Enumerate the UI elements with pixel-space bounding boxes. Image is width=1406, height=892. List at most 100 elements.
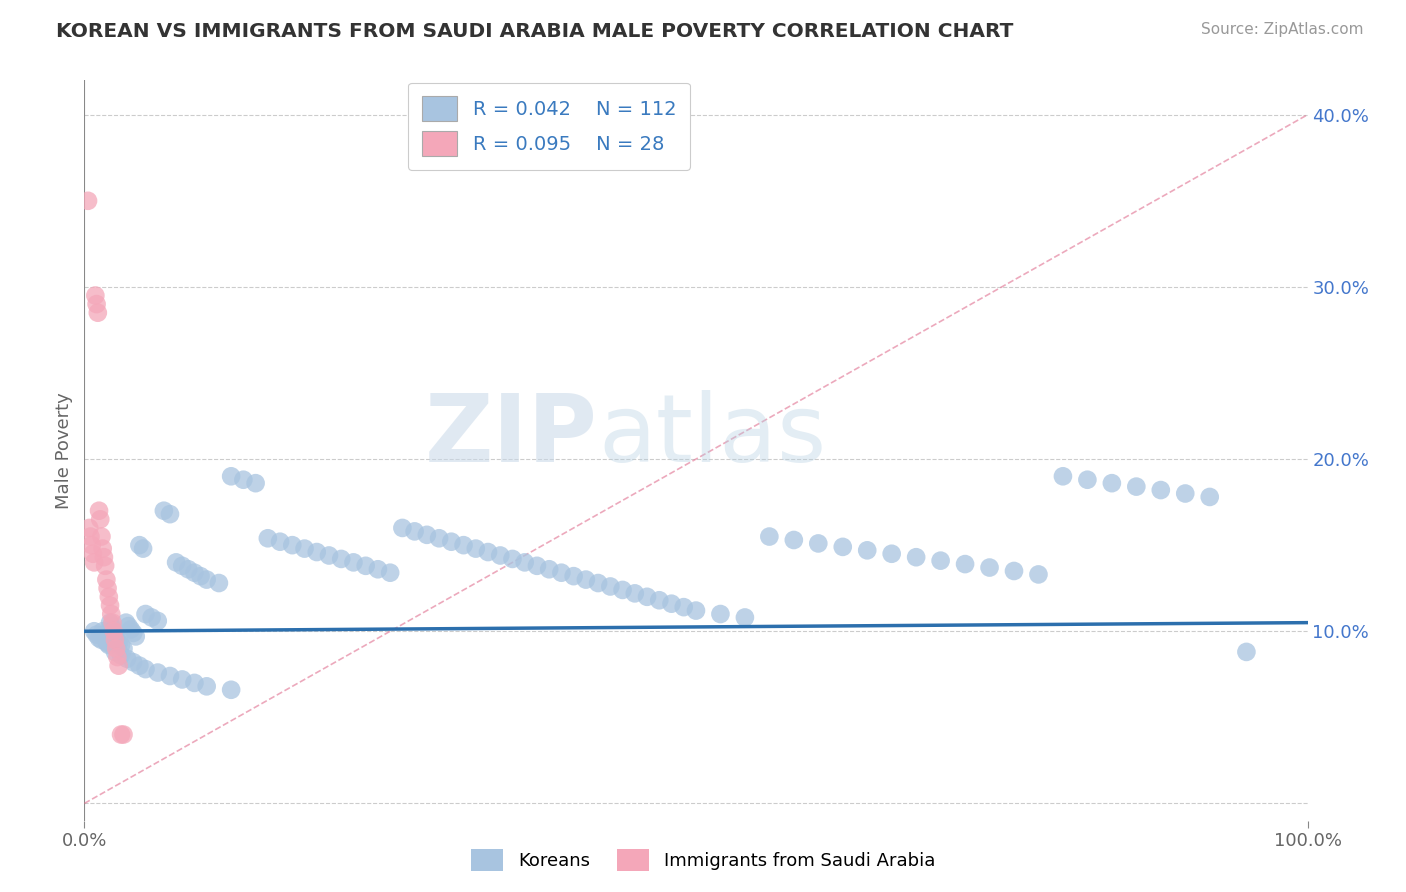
Point (538, 562, 561, 576)
Point (648, 593, 671, 607)
Point (122, 655, 145, 669)
Point (183, 566, 205, 580)
Point (477, 545, 499, 559)
Point (330, 552, 353, 566)
Point (82, 547, 104, 561)
Point (100, 619, 122, 633)
Text: KOREAN VS IMMIGRANTS FROM SAUDI ARABIA MALE POVERTY CORRELATION CHART: KOREAN VS IMMIGRANTS FROM SAUDI ARABIA M… (56, 22, 1014, 41)
Point (172, 673, 194, 687)
Point (89, 512, 111, 526)
Point (856, 543, 879, 558)
Point (86, 297, 108, 311)
Point (550, 566, 572, 580)
Point (107, 658, 129, 673)
Point (416, 528, 439, 542)
Point (112, 641, 135, 656)
Point (758, 530, 780, 544)
Point (269, 534, 291, 549)
Point (489, 549, 512, 563)
Point (354, 558, 377, 573)
Point (94, 558, 117, 573)
Text: Source: ZipAtlas.com: Source: ZipAtlas.com (1201, 22, 1364, 37)
Point (135, 662, 157, 676)
Point (98, 599, 121, 613)
Point (586, 576, 609, 591)
Point (93, 628, 115, 642)
Point (1002, 564, 1025, 578)
Point (734, 610, 756, 624)
Point (281, 538, 304, 552)
Point (83, 555, 105, 569)
Point (783, 533, 806, 547)
Point (91, 624, 114, 639)
Point (979, 560, 1001, 574)
Point (513, 555, 536, 569)
Point (141, 610, 163, 624)
Point (104, 632, 127, 647)
Point (87, 504, 110, 518)
Point (110, 727, 132, 741)
Point (1076, 473, 1098, 487)
Point (86, 628, 108, 642)
Point (84, 288, 107, 302)
Point (105, 650, 128, 665)
Point (107, 636, 129, 650)
Point (636, 590, 658, 604)
Text: atlas: atlas (598, 390, 827, 482)
Point (404, 524, 426, 539)
Point (90, 632, 112, 647)
Point (94, 631, 117, 645)
Point (219, 469, 242, 483)
Point (122, 626, 145, 640)
Point (96, 573, 118, 587)
Point (77, 521, 100, 535)
Point (905, 550, 928, 565)
Point (1028, 567, 1050, 582)
Point (440, 534, 463, 549)
Point (562, 569, 585, 583)
Point (831, 540, 853, 554)
Point (305, 545, 328, 559)
Point (177, 562, 200, 576)
Point (146, 614, 169, 628)
Point (183, 676, 205, 690)
Point (98, 615, 121, 630)
Point (91, 541, 114, 556)
Point (112, 727, 135, 741)
Point (195, 679, 218, 693)
Point (120, 623, 142, 637)
Point (87, 306, 110, 320)
Point (612, 582, 634, 597)
Point (96, 634, 118, 648)
Point (115, 652, 138, 666)
Point (132, 541, 155, 556)
Point (105, 641, 128, 656)
Point (1174, 486, 1197, 500)
Point (97, 638, 120, 652)
Point (103, 626, 125, 640)
Point (380, 566, 402, 580)
Point (135, 607, 157, 621)
Point (464, 541, 486, 556)
Point (318, 549, 340, 563)
Point (104, 629, 127, 643)
Point (526, 558, 548, 573)
Point (101, 615, 124, 630)
Point (153, 504, 176, 518)
Point (117, 619, 139, 633)
Point (294, 541, 316, 556)
Point (159, 669, 181, 683)
Point (880, 547, 903, 561)
Point (128, 658, 150, 673)
Point (101, 623, 124, 637)
Point (125, 629, 148, 643)
Legend: R = 0.042    N = 112, R = 0.095    N = 28: R = 0.042 N = 112, R = 0.095 N = 28 (409, 83, 690, 169)
Point (100, 607, 122, 621)
Point (165, 555, 187, 569)
Point (342, 555, 364, 569)
Point (1236, 645, 1258, 659)
Point (1125, 480, 1147, 494)
Point (599, 579, 621, 593)
Point (110, 638, 132, 652)
Point (128, 538, 150, 552)
